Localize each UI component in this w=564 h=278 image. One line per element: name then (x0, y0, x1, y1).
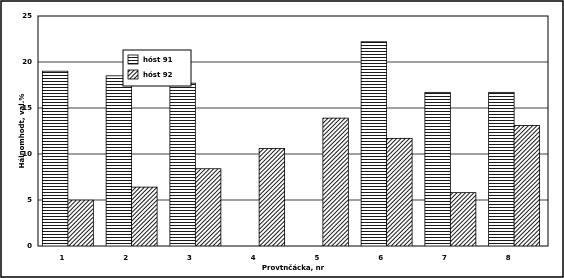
y-tick-label: 5 (27, 196, 32, 204)
bar (105, 75, 133, 247)
plot-area (37, 15, 549, 247)
legend-swatch (127, 54, 139, 65)
y-tick-label: 0 (27, 242, 32, 250)
y-tick-label: 15 (22, 104, 32, 112)
bar (322, 117, 349, 247)
legend-label: hóst 92 (143, 71, 173, 79)
y-tick-label: 20 (22, 58, 32, 66)
y-tick-label: 10 (22, 150, 32, 158)
bar (169, 82, 196, 247)
legend-swatch (127, 69, 139, 80)
x-tick-label: 7 (442, 254, 447, 262)
bar (258, 148, 286, 247)
bar (67, 199, 94, 247)
x-tick-label: 6 (378, 254, 383, 262)
x-tick-label: 3 (187, 254, 192, 262)
bar (41, 70, 69, 247)
x-axis-label: Provtnčácka, nr (262, 264, 325, 272)
bar (424, 91, 451, 247)
x-tick-label: 4 (251, 254, 256, 262)
x-tick-label: 1 (59, 254, 64, 262)
bar (194, 168, 222, 247)
bar (449, 192, 477, 247)
bar (513, 125, 541, 247)
bar (386, 137, 413, 247)
x-tick-label: 5 (314, 254, 319, 262)
bar (488, 91, 515, 247)
y-axis-label: Hálnomhodt, val.% (18, 94, 26, 169)
x-tick-label: 2 (123, 254, 128, 262)
y-tick-label: 25 (22, 12, 32, 20)
bar (360, 41, 388, 247)
bar (131, 186, 158, 247)
x-tick-label: 8 (506, 254, 511, 262)
legend-label: hóst 91 (143, 56, 173, 64)
